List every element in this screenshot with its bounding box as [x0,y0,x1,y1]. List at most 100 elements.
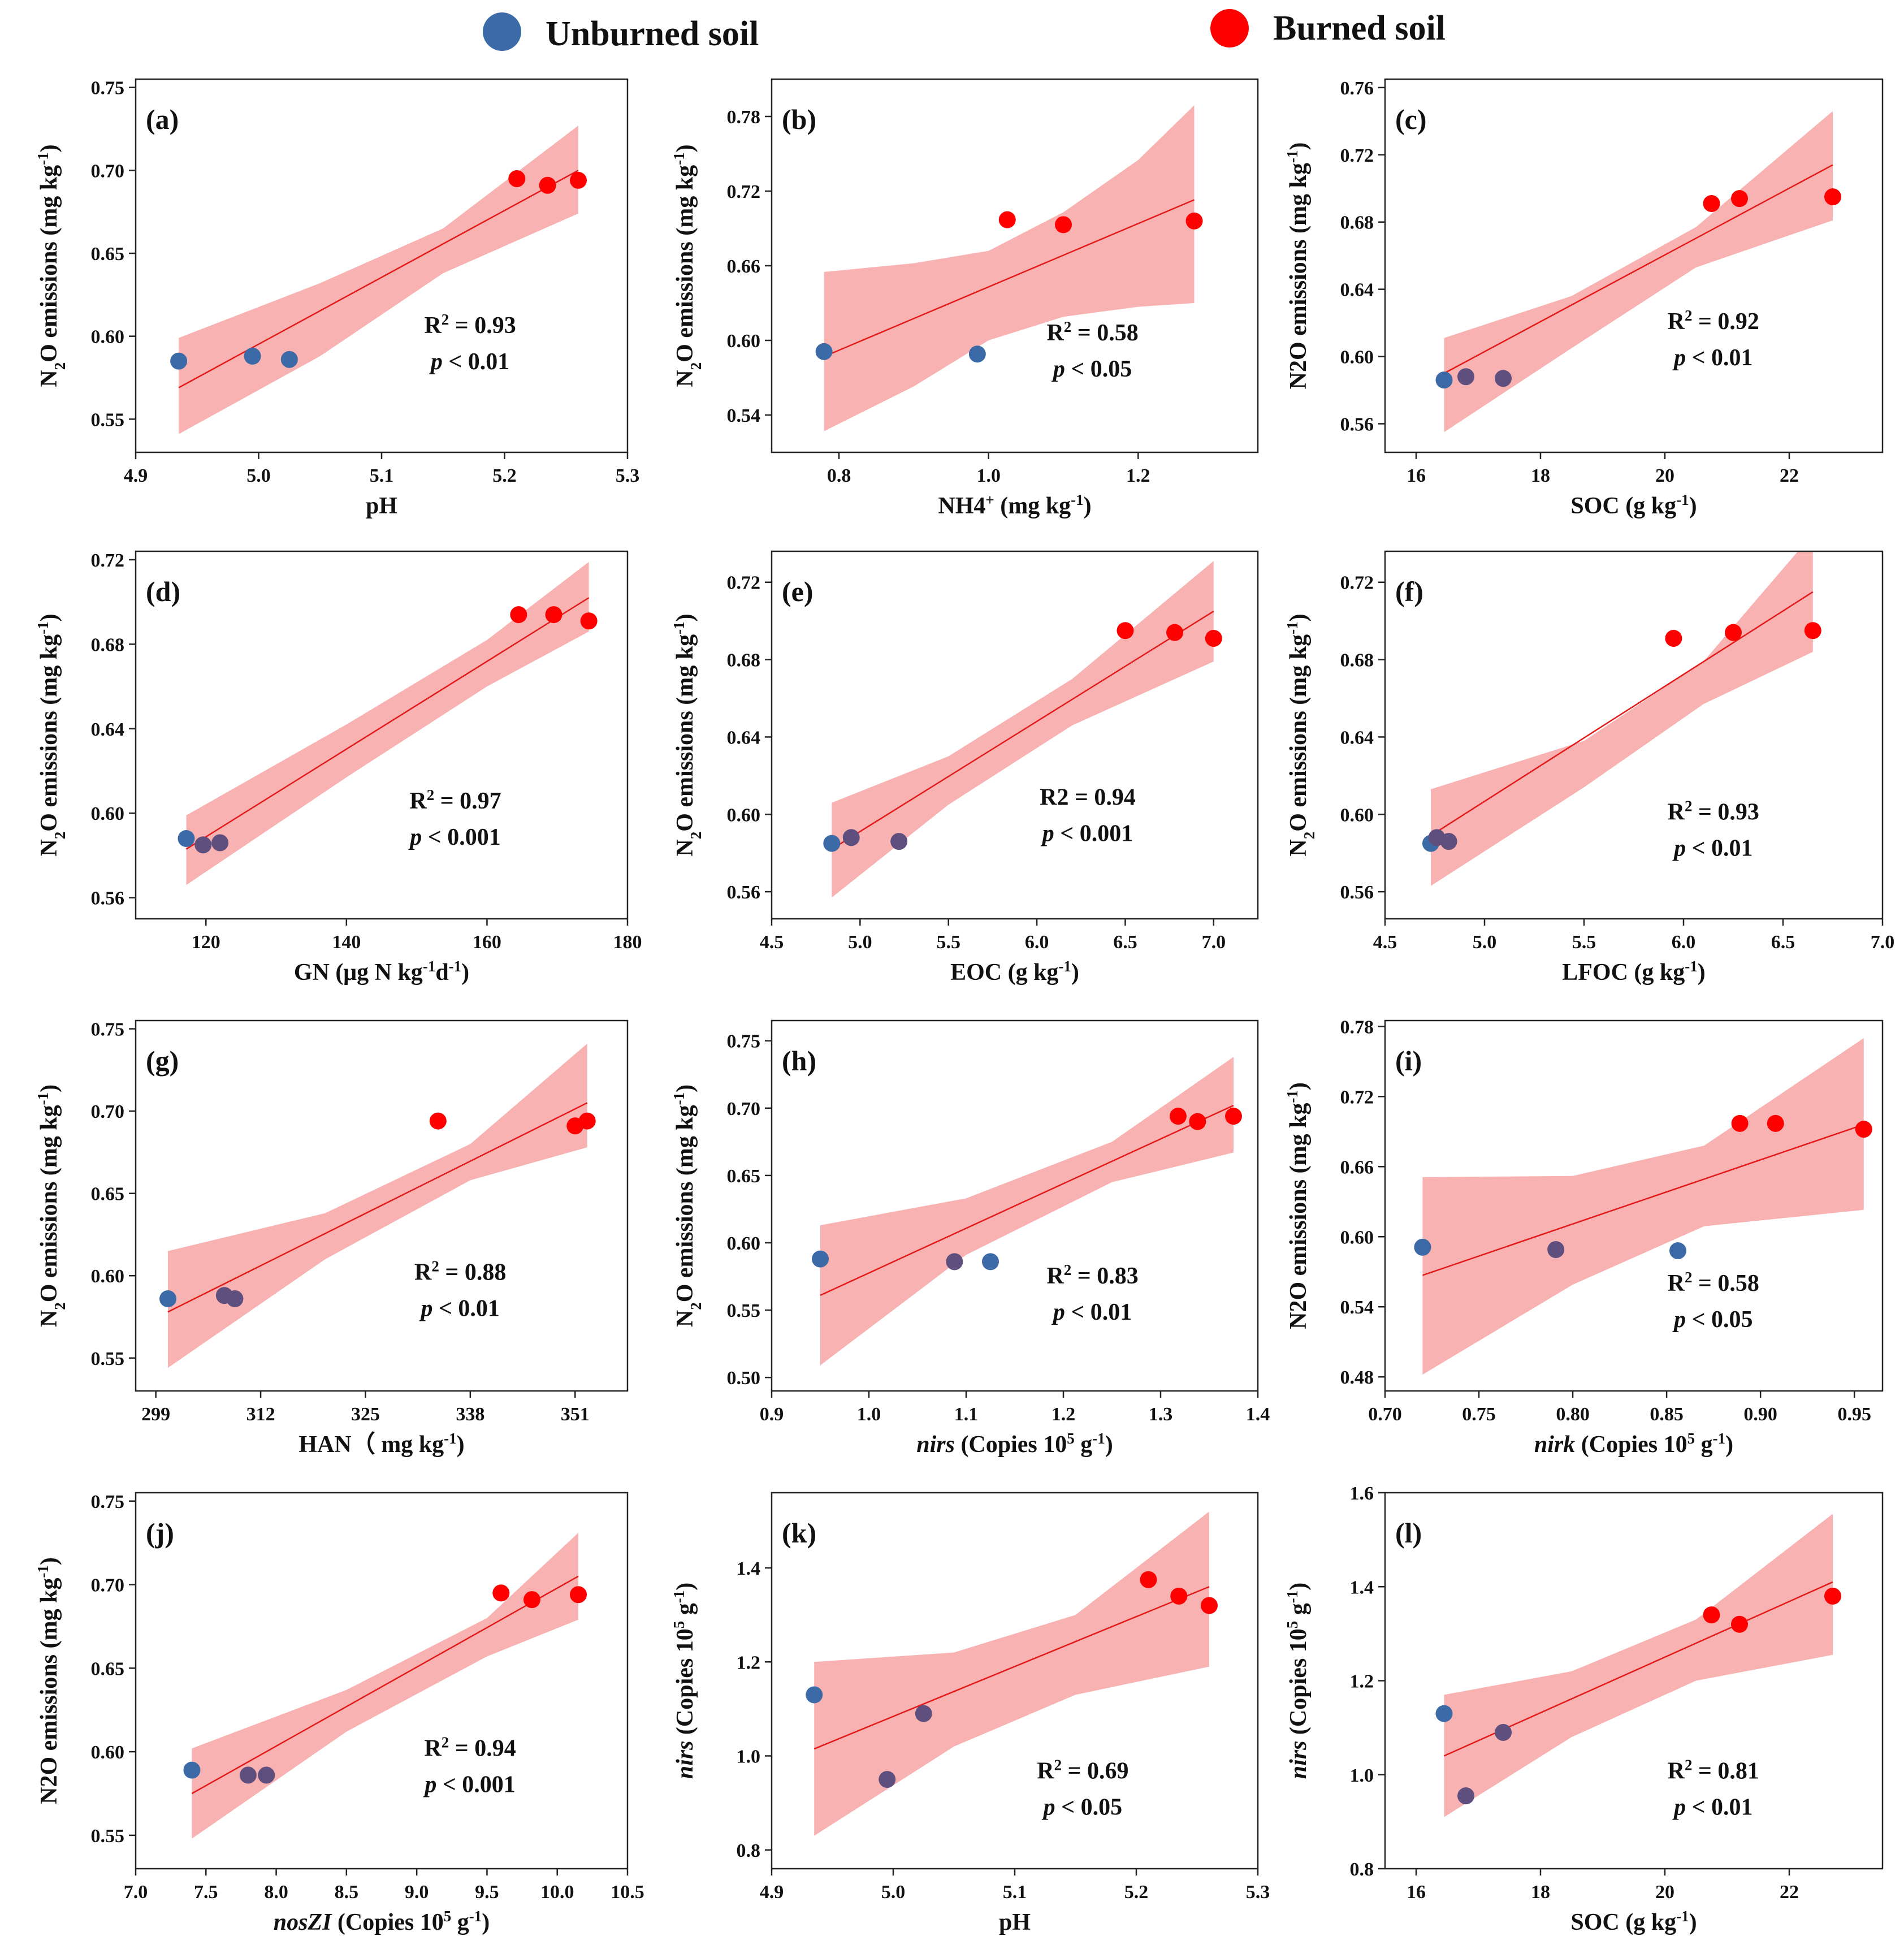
x-tick-label: 5.0 [246,465,271,486]
unburned-point-in-band [879,1771,896,1788]
y-tick-label: 0.60 [727,331,761,352]
y-tick-label: 0.68 [727,650,761,671]
p-value-label: p < 0.01 [429,349,509,375]
confidence-band [832,561,1214,898]
unburned-point [806,1686,823,1704]
y-axis-label: nirs (Copies 105 g-1) [670,1583,698,1779]
plot-frame [1384,550,1884,920]
y-tick-label: 0.76 [1340,78,1374,99]
x-tick-label: 0.90 [1743,1404,1777,1425]
y-tick-label: 0.75 [727,1031,761,1052]
x-tick-label: 338 [456,1404,484,1425]
x-tick-label: 299 [141,1404,170,1425]
y-tick-label: 0.72 [727,181,761,202]
y-tick-label: 0.48 [1340,1367,1374,1388]
unburned-point-in-band [226,1290,244,1307]
y-tick-label: 0.65 [91,1184,125,1205]
panel-letter: (h) [782,1045,816,1077]
burned-point [1731,1114,1749,1132]
x-tick-label: 0.85 [1650,1404,1684,1425]
panel-letter: (e) [782,576,813,607]
y-tick-label: 0.70 [727,1099,761,1120]
unburned-point-in-band [211,834,229,852]
y-tick-label: 0.55 [91,1826,125,1847]
y-tick-label: 1.0 [737,1747,761,1768]
unburned-point-in-band [890,833,908,850]
x-tick-label: 4.9 [760,1882,784,1903]
x-axis-label: HAN（ mg kg-1) [298,1430,464,1458]
y-tick-label: 0.65 [727,1166,761,1187]
burned-point [1205,629,1222,647]
x-tick-label: 0.95 [1837,1404,1871,1425]
x-axis-label: pH [366,493,397,519]
panel-letter: (a) [146,103,179,135]
x-tick-label: 0.70 [1368,1404,1402,1425]
y-tick-label: 0.72 [1340,573,1374,594]
panel-k: 4.9 5.0 5.1 5.2 5.3 0.8 1.0 1.2 1.4 pH nirs (Copie… [670,1492,1270,1935]
x-tick-label: 6.0 [1025,932,1049,953]
y-axis-label: N2O emissions (mg kg-1) [34,613,68,856]
confidence-band [179,126,579,434]
x-tick-label: 4.9 [124,465,148,486]
y-tick-label: 0.78 [727,107,761,128]
regression-line [820,1104,1234,1297]
confidence-band [814,1511,1209,1836]
p-value-label: p < 0.01 [1672,345,1752,371]
burned-point [545,606,562,624]
r-squared-label: R2 = 0.88 [414,1258,506,1286]
unburned-point-in-band [194,836,212,854]
panel-e: 4.5 5.0 5.5 6.0 6.5 7.0 0.56 0.60 0.64 0.68 0.72 EO… [670,550,1259,986]
y-tick-label: 0.70 [91,161,125,181]
y-tick-label: 0.54 [727,405,761,426]
regression-line [167,1102,588,1313]
x-tick-label: 6.5 [1113,932,1137,953]
x-tick-label: 5.0 [1473,932,1497,953]
regression-line [178,170,579,388]
x-tick-label: 7.0 [1871,932,1895,953]
confidence-band [824,105,1195,431]
r-squared-label: R2 = 0.93 [424,311,516,339]
y-tick-label: 0.66 [1340,1157,1374,1178]
y-tick-label: 0.60 [727,805,761,826]
unburned-point [183,1761,201,1779]
y-tick-label: 0.60 [91,1266,125,1287]
x-tick-label: 16 [1407,465,1426,486]
y-tick-label: 0.72 [91,550,125,571]
unburned-point-in-band [915,1705,932,1722]
x-tick-label: 5.0 [881,1882,906,1903]
y-tick-label: 0.60 [91,1742,125,1763]
y-tick-label: 0.75 [91,1492,125,1512]
x-tick-label: 5.0 [848,932,872,953]
burned-point [580,612,598,630]
plot-frame [135,550,629,920]
r-squared-label: R2 = 0.58 [1046,318,1138,346]
panel-a: 4.9 5.0 5.1 5.2 5.3 0.55 0.60 0.65 0.70 0.75 pH N2O… [34,78,639,519]
burned-point [1665,629,1682,647]
regression-line [1430,591,1814,836]
y-tick-label: 0.8 [737,1840,761,1861]
x-tick-label: 20 [1655,1882,1674,1903]
burned-point [998,211,1016,228]
x-tick-label: 5.1 [370,465,394,486]
y-tick-label: 0.60 [91,327,125,348]
x-tick-label: 1.0 [857,1404,881,1425]
x-tick-label: 0.75 [1462,1404,1496,1425]
x-tick-label: 140 [332,932,361,953]
panel-letter: (i) [1395,1045,1422,1077]
y-tick-label: 0.70 [91,1575,125,1596]
y-tick-label: 0.55 [91,409,125,430]
y-tick-label: 0.60 [727,1233,761,1254]
x-tick-label: 5.5 [1572,932,1596,953]
x-tick-label: 0.9 [760,1404,784,1425]
x-tick-label: 22 [1780,1882,1799,1903]
x-axis-label: nirs (Copies 105 g-1) [916,1430,1113,1458]
confidence-band [192,1532,578,1839]
x-tick-label: 5.3 [616,465,640,486]
unburned-point [159,1290,177,1307]
y-tick-label: 0.56 [91,888,125,909]
x-tick-label: 5.2 [1124,1882,1149,1903]
y-axis-label: N2O emissions (mg kg-1) [1284,142,1312,390]
x-tick-label: 7.0 [124,1882,148,1903]
p-value-label: p < 0.05 [1042,1794,1122,1820]
y-tick-label: 0.56 [1340,882,1374,903]
